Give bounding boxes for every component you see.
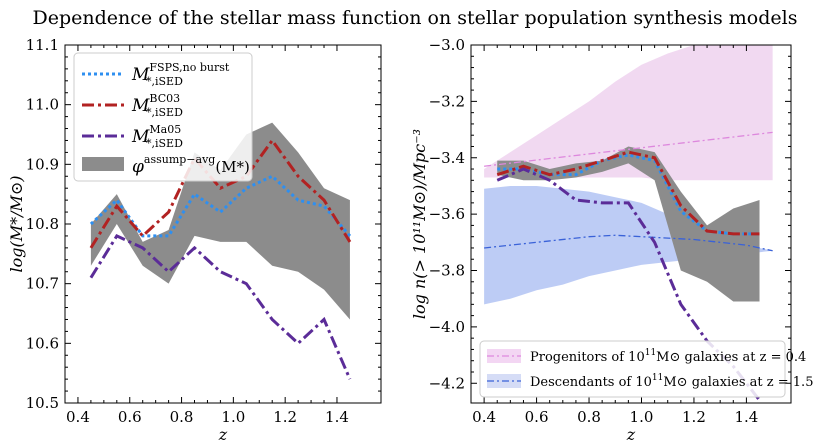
legend-entry-progenitors: Progenitors of 1011M⊙ galaxies at z = 0.… — [487, 348, 806, 365]
left-xtick-label: 1.4 — [325, 408, 349, 426]
legend-label-progenitors: Progenitors of 1011M⊙ galaxies at z = 0.… — [530, 348, 806, 365]
left-series-group — [89, 122, 352, 380]
left-ytick-label: 11.1 — [26, 36, 59, 54]
left-xtick-label: 0.8 — [170, 408, 194, 426]
legend-label-fsps: MFSPS,no burst *,iSED — [131, 61, 230, 88]
left-xtick-label: 1.0 — [221, 408, 245, 426]
left-ytick-label: 10.8 — [26, 215, 59, 233]
left-ticks: 0.4 0.6 0.8 1.0 1.2 1.4 10.5 10.6 10.7 10.8 10.9 11… — [26, 36, 381, 426]
legend-label-phi-band: φassump−avg(M*) — [132, 153, 250, 177]
left-xtick-label: 0.4 — [66, 408, 90, 426]
legend-label-bc03: MBC03 *,iSED — [131, 92, 183, 119]
right-band-2 — [497, 146, 760, 302]
left-legend: MFSPS,no burst *,iSED MBC03 *,iSED MMa05 *,… — [73, 52, 253, 182]
left-xtick-label: 0.6 — [118, 408, 142, 426]
legend-entry-ma05: MMa05 *,iSED — [82, 123, 183, 150]
legend-label-descendants: Descendants of 1011M⊙ galaxies at z = 1.… — [530, 373, 813, 390]
left-xtick-label: 1.2 — [273, 408, 297, 426]
right-xtick-label: 1.4 — [734, 408, 758, 426]
legend-entry-phi-band: φassump−avg(M*) — [82, 153, 250, 177]
right-series-line-1 — [484, 234, 773, 252]
right-legend-box — [479, 340, 786, 398]
right-ticks: 0.4 0.6 0.8 1.0 1.2 1.4 −4.2 −4.0 −3.8 −3.6 −3.4 −3… — [429, 36, 791, 426]
right-band-0 — [484, 45, 773, 181]
right-ytick-label: −4.2 — [429, 374, 465, 392]
right-xtick-label: 0.8 — [577, 408, 601, 426]
legend-entry-fsps: MFSPS,no burst *,iSED — [82, 61, 230, 88]
right-plot-area — [484, 45, 773, 402]
left-ytick-label: 10.5 — [26, 394, 59, 412]
right-ytick-label: −3.0 — [429, 36, 465, 54]
right-xtick-label: 1.2 — [682, 408, 706, 426]
right-panel: 0.4 0.6 0.8 1.0 1.2 1.4 −4.2 −4.0 −3.8 −3.6 −3.4 −3… — [410, 36, 813, 444]
left-x-axis-label: z — [218, 425, 228, 444]
legend-entry-bc03: MBC03 *,iSED — [82, 92, 183, 119]
right-axes-frame — [470, 44, 792, 404]
right-xtick-label: 0.6 — [525, 408, 549, 426]
legend-swatch-phi-band — [82, 157, 124, 171]
right-legend: Progenitors of 1011M⊙ galaxies at z = 0.… — [479, 340, 813, 398]
left-series-line-2 — [89, 234, 352, 380]
right-series-group — [484, 45, 773, 402]
left-series-line-1 — [89, 137, 352, 249]
left-band-0 — [90, 122, 350, 320]
right-ytick-label: −4.0 — [429, 318, 465, 336]
right-band-1 — [484, 185, 773, 305]
figure-title: Dependence of the stellar mass function … — [33, 7, 798, 29]
right-xtick-label: 0.4 — [472, 408, 496, 426]
right-x-axis-label: z — [626, 425, 636, 444]
left-panel: 0.4 0.6 0.8 1.0 1.2 1.4 10.5 10.6 10.7 10.8 10.9 11… — [7, 36, 382, 444]
left-y-axis-label: log(M*/M⊙) — [7, 175, 26, 272]
right-xtick-label: 1.0 — [630, 408, 654, 426]
legend-entry-descendants: Descendants of 1011M⊙ galaxies at z = 1.… — [487, 373, 813, 390]
right-ytick-label: −3.2 — [429, 92, 465, 110]
right-ytick-label: −3.4 — [429, 149, 465, 167]
right-series-line-3 — [496, 150, 760, 236]
left-ytick-label: 10.7 — [26, 275, 59, 293]
left-legend-box — [73, 52, 253, 182]
left-ytick-label: 10.6 — [26, 334, 59, 352]
right-series-line-4 — [496, 167, 761, 402]
left-ytick-label: 11.0 — [26, 96, 59, 114]
left-ytick-label: 10.9 — [26, 155, 59, 173]
left-plot-area — [89, 122, 352, 380]
right-series-line-0 — [484, 131, 773, 167]
legend-label-ma05: MMa05 *,iSED — [131, 123, 183, 150]
right-y-axis-label: log n(> 10¹¹M⊙)/Mpc⁻³ — [410, 129, 429, 319]
right-ytick-label: −3.6 — [429, 205, 465, 223]
right-ytick-label: −3.8 — [429, 262, 465, 280]
